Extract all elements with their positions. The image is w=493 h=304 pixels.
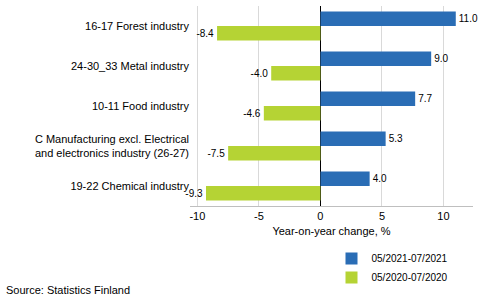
svg-text:5.3: 5.3 (389, 133, 403, 144)
svg-text:05/2021-07/2021: 05/2021-07/2021 (372, 253, 448, 264)
svg-text:-4.0: -4.0 (251, 68, 269, 79)
svg-text:10: 10 (437, 210, 449, 222)
svg-text:16-17 Forest industry: 16-17 Forest industry (85, 20, 189, 32)
svg-text:10-11 Food industry: 10-11 Food industry (92, 100, 190, 112)
svg-text:5: 5 (379, 210, 385, 222)
svg-text:11.0: 11.0 (459, 13, 478, 24)
svg-text:-4.6: -4.6 (243, 108, 261, 119)
svg-text:C Manufacturing excl. Electric: C Manufacturing excl. Electricaland elec… (35, 133, 189, 159)
svg-text:24-30_33 Metal industry: 24-30_33 Metal industry (71, 60, 190, 72)
svg-text:05/2020-07/2020: 05/2020-07/2020 (372, 272, 448, 283)
svg-text:-7.5: -7.5 (207, 148, 225, 159)
svg-text:4.0: 4.0 (373, 173, 387, 184)
svg-text:-5: -5 (254, 210, 264, 222)
svg-text:-9.3: -9.3 (185, 188, 203, 199)
svg-text:Source: Statistics Finland: Source: Statistics Finland (6, 284, 130, 296)
svg-text:9.0: 9.0 (434, 53, 448, 64)
svg-text:-8.4: -8.4 (196, 28, 214, 39)
svg-text:Year-on-year change, %: Year-on-year change, % (272, 225, 390, 237)
svg-text:0: 0 (317, 210, 323, 222)
svg-text:-10: -10 (189, 210, 205, 222)
svg-text:7.7: 7.7 (418, 93, 432, 104)
svg-text:19-22 Chemical industry: 19-22 Chemical industry (70, 180, 189, 192)
